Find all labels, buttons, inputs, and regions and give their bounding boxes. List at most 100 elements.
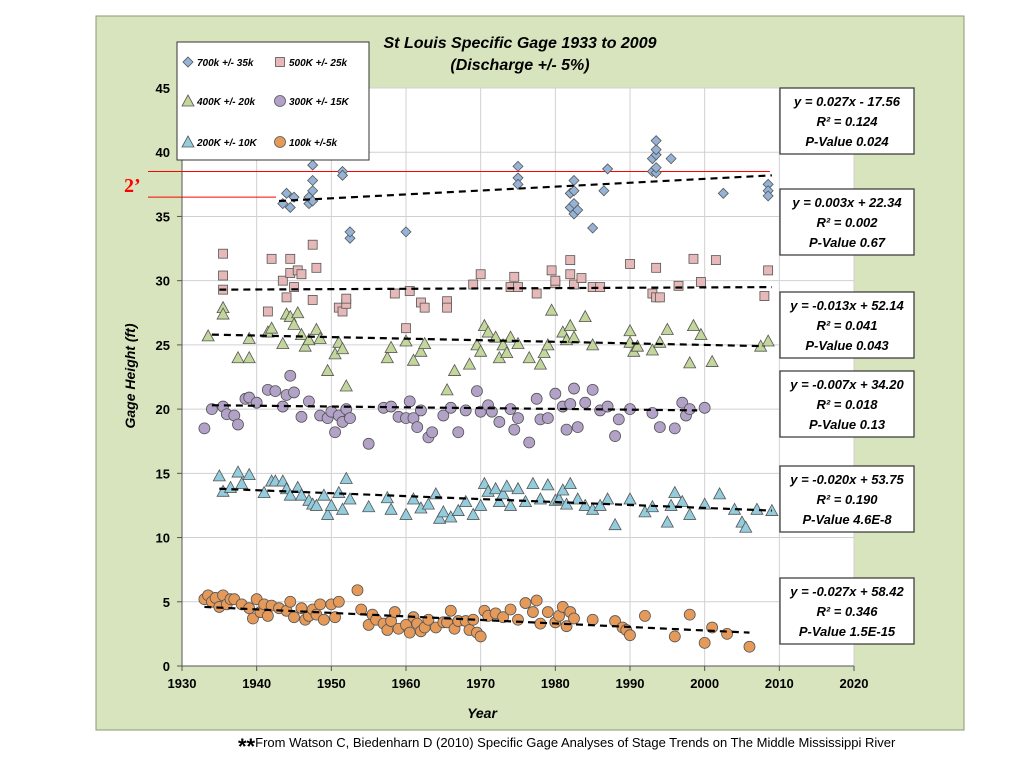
data-point [668, 422, 681, 435]
legend-label: 500K +/- 25k [289, 58, 348, 69]
data-point [447, 363, 462, 376]
data-point [710, 255, 721, 266]
data-point [341, 293, 352, 304]
series-4-points [198, 369, 711, 450]
data-point [645, 343, 660, 356]
legend-frame [176, 41, 370, 161]
data-point [432, 511, 447, 524]
data-point [231, 350, 245, 364]
data-point [473, 498, 488, 511]
legend-marker [181, 94, 195, 107]
data-point [527, 606, 539, 618]
data-point [697, 497, 712, 510]
data-point [550, 275, 561, 286]
chart-subtitle: (Discharge +/- 5%) [450, 57, 589, 74]
data-point [541, 478, 555, 491]
y-tick-label: 5 [163, 595, 170, 610]
data-point [311, 262, 322, 273]
legend-entry-1: 700k +/- 35k [182, 56, 254, 69]
data-point [361, 499, 376, 513]
data-point [546, 265, 557, 276]
data-point [403, 626, 416, 639]
data-point [344, 412, 356, 425]
data-point [329, 611, 341, 624]
p-value-text: P-Value 4.6E-8 [802, 512, 892, 527]
data-point [511, 336, 525, 350]
equation-box-frame [779, 465, 915, 533]
y-tick-label: 20 [156, 402, 170, 417]
equation-box-5: y = -0.020x + 53.75 R² = 0.190 P-Value 4.6… [779, 465, 915, 533]
data-point [625, 259, 635, 269]
annotation-2-feet: 2’ [124, 175, 141, 197]
data-point [324, 498, 339, 511]
data-point [743, 640, 756, 653]
data-point [496, 487, 510, 500]
equation-text: y = -0.013x + 52.14 [789, 298, 904, 313]
equation-box-frame [779, 188, 915, 256]
equation-box-frame [779, 291, 915, 359]
data-point [452, 426, 465, 439]
data-point [414, 344, 428, 357]
data-point [650, 135, 662, 147]
y-axis: 0 5 10 15 20 25 30 35 40 45 [156, 81, 183, 674]
p-value-text: P-Value 0.043 [805, 338, 889, 353]
data-point [380, 490, 395, 504]
data-point [586, 613, 599, 626]
p-value-text: P-Value 0.67 [809, 235, 886, 250]
data-point [608, 517, 622, 531]
data-point [572, 204, 584, 216]
legend-entry-5: 200K +/- 10K [181, 135, 258, 149]
data-point [664, 498, 678, 511]
legend-label: 700k +/- 35k [197, 58, 254, 69]
source-footnote: **From Watson C, Biedenharn D (2010) Spe… [238, 734, 1018, 760]
data-point [437, 409, 450, 422]
data-point [283, 488, 297, 501]
data-points [198, 135, 779, 653]
data-point [242, 467, 256, 481]
data-point [442, 302, 452, 313]
data-point [612, 413, 625, 426]
data-point [471, 385, 483, 398]
series-6-points [198, 584, 756, 653]
data-point [665, 153, 677, 165]
legend-label: 400K +/- 20k [196, 97, 256, 108]
data-point [500, 479, 514, 492]
data-point [307, 295, 318, 305]
data-point [351, 584, 364, 597]
equation-box-4: y = -0.007x + 34.20 R² = 0.018 P-Value 0.1… [779, 370, 915, 438]
data-point [307, 159, 319, 171]
r-squared-text: R² = 0.124 [816, 114, 878, 129]
data-point [295, 410, 308, 423]
data-point [288, 611, 300, 624]
data-point [257, 485, 271, 499]
legend-marker [274, 95, 286, 107]
legend-label: 300K +/- 15K [289, 97, 350, 108]
x-tick-label: 2020 [840, 676, 869, 691]
data-point [309, 498, 324, 511]
data-point [216, 307, 230, 320]
data-point [630, 339, 645, 352]
equation-box-frame [779, 577, 915, 645]
equation-box-frame [779, 370, 915, 438]
equation-box-3: y = -0.013x + 52.14 R² = 0.041 P-Value 0.0… [779, 291, 915, 359]
chart-title: St Louis Specific Gage 1933 to 2009 [384, 35, 657, 52]
data-point [512, 412, 524, 425]
data-point [320, 363, 335, 376]
trend-lines [204, 174, 772, 634]
equation-text: y = 0.003x + 22.34 [791, 195, 902, 210]
data-point [235, 476, 249, 490]
data-point [564, 398, 577, 410]
data-point [560, 423, 573, 436]
data-point [261, 610, 274, 622]
data-point [673, 280, 684, 291]
data-point [576, 273, 587, 283]
trend-line [211, 333, 765, 348]
data-point [698, 401, 711, 414]
x-axis: 1930 1940 1950 1960 1970 1980 1990 2000 2010 2020 [168, 665, 869, 691]
legend-label: 100k +/-5k [289, 138, 338, 149]
data-point [578, 498, 592, 511]
data-point [403, 395, 416, 408]
data-point [522, 350, 536, 364]
data-point [683, 608, 696, 621]
data-point [683, 507, 697, 520]
